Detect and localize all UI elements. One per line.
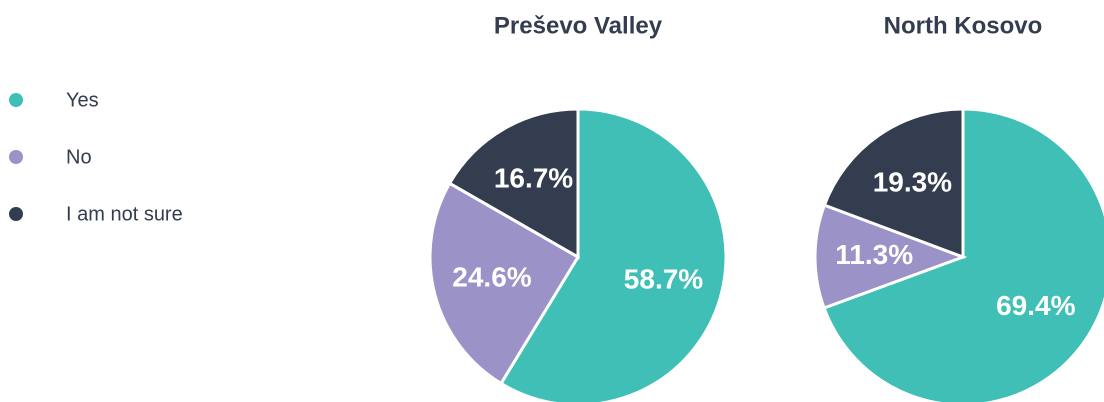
legend-label: I am not sure <box>66 203 183 225</box>
pie-slice <box>447 107 580 260</box>
pie-slice <box>499 107 728 402</box>
legend-marker <box>9 93 23 107</box>
pie-slice <box>822 107 965 260</box>
chart-title: North Kosovo <box>884 12 1043 39</box>
value-label: 19.3% <box>873 166 952 197</box>
chart-title: Preševo Valley <box>494 12 663 39</box>
legend-label: No <box>66 146 92 168</box>
pie-slice <box>428 181 581 386</box>
value-label: 69.4% <box>996 290 1075 321</box>
legend-marker <box>9 207 23 221</box>
legend-label: Yes <box>66 89 99 111</box>
legend-marker <box>9 150 23 164</box>
value-label: 16.7% <box>494 163 573 194</box>
pie-slice <box>813 203 968 310</box>
value-label: 24.6% <box>452 261 531 292</box>
value-label: 58.7% <box>624 263 703 294</box>
value-label: 11.3% <box>835 239 913 270</box>
